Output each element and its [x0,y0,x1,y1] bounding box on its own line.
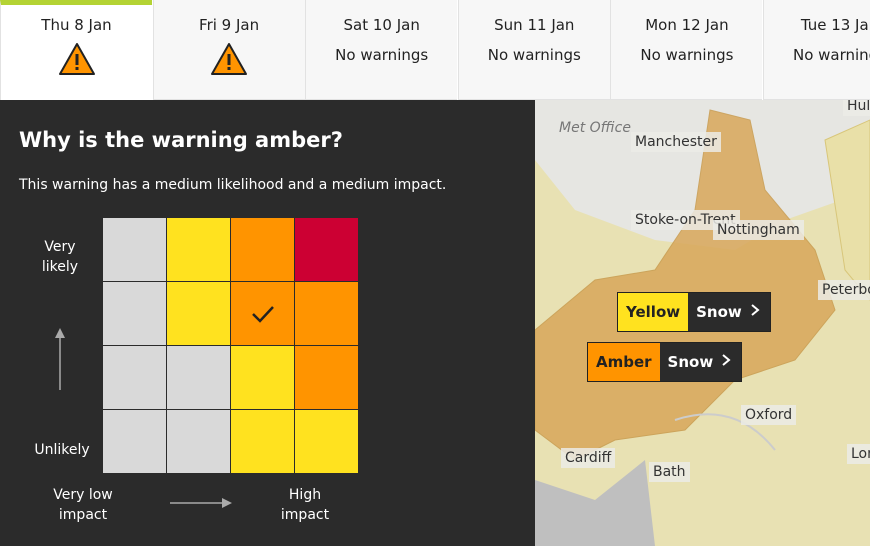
matrix-cell [167,346,230,409]
x-axis-left: Very low impact [53,487,113,523]
y-axis-top: Very likely [41,239,79,275]
axis-arrows [55,328,232,508]
map-provider: Met Office [559,120,631,136]
map[interactable]: Met Office Manchester Stoke-on-Trent Notti… [535,100,870,546]
day-tab[interactable]: Mon 12 Jan No warnings [610,0,763,100]
chevron [722,354,731,366]
check-mark [252,306,274,323]
matrix-cell [103,410,166,473]
tab-day: Mon 12 Jan [645,16,729,34]
map-place: London [847,444,870,464]
matrix-cell [103,346,166,409]
panel-description: This warning has a medium likelihood and… [19,177,447,193]
matrix-cell [103,282,166,345]
map-place: Bath [649,462,690,482]
map-place: Hull [843,100,870,116]
warning-icon [58,43,95,75]
warning-level: Yellow [618,293,689,331]
map-place: Cardiff [561,448,616,468]
day-tab[interactable]: Sat 10 Jan No warnings [305,0,458,100]
tab-day: Tue 13 Jan [800,16,870,34]
chevron [751,304,760,316]
map-place: Stoke-on-Trent [631,210,740,230]
map-place: Nottingham [713,220,804,240]
warning-button[interactable]: Amber Snow [587,342,743,382]
matrix-cell [167,282,230,345]
matrix-cell [231,282,294,345]
panel-title: Why is the warning amber? [19,128,343,152]
matrix-cell [295,410,358,473]
matrix-cell [167,218,230,281]
tab-day: Thu 8 Jan [41,16,112,34]
warning-panel: Why is the warning amber? This warning h… [0,100,535,546]
matrix-cell [231,346,294,409]
x-axis-right: High impact [280,487,330,523]
tab-day: Fri 9 Jan [199,16,260,34]
warning-icon [211,43,248,75]
matrix-cell [295,218,358,281]
matrix-cell [231,410,294,473]
day-tab[interactable]: Tue 13 Jan No warnings [763,0,870,100]
matrix-cell [231,218,294,281]
warning-type: Snow [688,293,770,331]
map-place: Manchester [631,132,721,152]
day-tab[interactable]: Sun 11 Jan No warnings [457,0,610,100]
tab-status: No warnings [792,46,870,64]
tab-day: Sun 11 Jan [494,16,575,34]
day-tab[interactable]: Fri 9 Jan [152,0,305,100]
matrix-cell [167,410,230,473]
warning-level: Amber [588,343,660,381]
warning-button[interactable]: Yellow Snow [617,292,771,332]
tab-day: Sat 10 Jan [343,16,420,34]
tab-status: No warnings [487,46,581,64]
map-place: Oxford [741,405,797,425]
y-axis-bottom: Unlikely [34,442,90,458]
matrix-cell [295,282,358,345]
matrix-cell [103,218,166,281]
map-place: Peterborough [818,280,870,300]
tab-status: No warnings [335,46,429,64]
warning-type: Snow [659,343,742,381]
day-tab[interactable]: Thu 8 Jan [0,0,152,100]
tab-status: No warnings [640,46,734,64]
matrix-cell [295,346,358,409]
